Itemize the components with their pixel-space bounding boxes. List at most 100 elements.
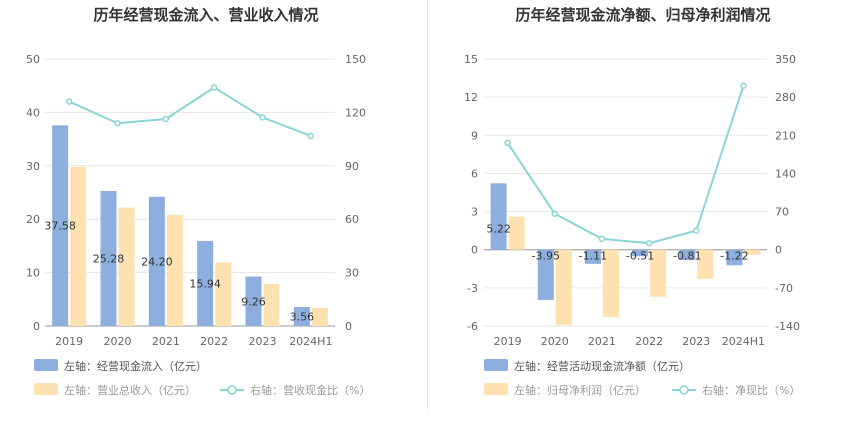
ratio-point [307, 132, 315, 140]
primary-bar [679, 249, 696, 261]
x-axis-tick-label: 2019 [55, 335, 83, 348]
primary-bar [245, 276, 262, 326]
left-axis-tick-label: 10 [26, 267, 40, 280]
ratio-point [598, 235, 606, 243]
left-axis-tick-label: 12 [464, 91, 478, 104]
right-axis-tick-label: 0 [775, 244, 782, 257]
primary-bar [726, 249, 743, 266]
right-axis-tick-label: 70 [775, 206, 789, 219]
ratio-point [693, 227, 700, 234]
secondary-bar [70, 166, 87, 326]
bar-data-label: 3.56 [290, 310, 315, 323]
x-axis-tick-label: 2022 [635, 335, 663, 348]
legend-label: 右轴：净现比（%） [702, 383, 800, 397]
bar-data-label: 25.28 [93, 253, 125, 266]
ratio-point [162, 115, 170, 123]
secondary-bar [263, 283, 280, 326]
ratio-point [504, 139, 511, 147]
left-axis-tick-label: 15 [464, 53, 478, 66]
legend-label: 右轴：营收现金比（%） [250, 383, 370, 397]
secondary-bar [118, 207, 135, 326]
legend-label: 左轴：经营活动现金流净额（亿元） [514, 359, 690, 373]
legend-line-marker [679, 385, 689, 395]
secondary-bar [744, 249, 761, 255]
x-axis-tick-label: 2023 [682, 335, 710, 348]
legend-swatch [484, 359, 508, 371]
x-axis-tick-label: 2021 [588, 335, 616, 348]
panel-divider [427, 0, 428, 410]
primary-bar [490, 183, 507, 250]
bar-data-label: -1.22 [720, 250, 748, 263]
x-axis-tick-label: 2020 [541, 335, 569, 348]
primary-bar [584, 249, 601, 264]
bar-data-label: -3.95 [532, 250, 560, 263]
left-axis-tick-label: 3 [471, 206, 478, 219]
primary-bar [100, 191, 117, 326]
bar-data-label: -0.81 [673, 250, 701, 263]
ratio-point [259, 114, 266, 121]
primary-bar [293, 306, 310, 326]
bar-data-label: 9.26 [241, 295, 266, 308]
bar-data-label: -1.11 [579, 250, 607, 263]
primary-bar [52, 125, 69, 326]
x-axis-tick-label: 2023 [249, 335, 277, 348]
chart-title: 历年经营现金流入、营业收入情况 [93, 6, 318, 24]
primary-bar [632, 249, 649, 257]
left-axis-tick-label: 6 [471, 167, 478, 180]
secondary-bar [602, 249, 619, 318]
ratio-point [65, 98, 73, 105]
legend-swatch [34, 359, 58, 371]
bar-data-label: 5.22 [486, 223, 511, 236]
ratio-point [551, 210, 558, 218]
legend-line-marker [227, 385, 237, 395]
ratio-line [68, 86, 312, 137]
legend-swatch [34, 383, 58, 395]
left-axis-tick-label: 50 [26, 53, 40, 66]
ratio-point [210, 84, 218, 91]
right-axis-tick-label: 350 [775, 53, 796, 66]
secondary-bar [697, 249, 714, 279]
secondary-bar [311, 307, 328, 326]
x-axis-tick-label: 2024H1 [722, 335, 765, 348]
left-axis-tick-label: -3 [467, 282, 478, 295]
left-axis-tick-label: 9 [471, 129, 478, 142]
right-axis-tick-label: 150 [345, 53, 366, 66]
bar-data-label: 24.20 [141, 255, 173, 268]
secondary-bar [508, 216, 525, 250]
primary-bar [148, 196, 165, 326]
legend-label: 左轴：经营现金流入（亿元） [64, 359, 207, 373]
primary-bar [537, 249, 554, 300]
right-axis-tick-label: 0 [345, 320, 352, 333]
legend-label: 左轴：归母净利润（亿元） [514, 383, 646, 397]
ratio-line [506, 85, 745, 245]
secondary-bar [215, 262, 232, 326]
right-axis-tick-label: 280 [775, 91, 796, 104]
right-axis-tick-label: 90 [345, 160, 359, 173]
ratio-point [114, 120, 121, 127]
right-axis-tick-label: 60 [345, 213, 359, 226]
left-axis-tick-label: 40 [26, 106, 40, 119]
secondary-bar [555, 249, 572, 325]
x-axis-tick-label: 2019 [494, 335, 522, 348]
x-axis-tick-label: 2022 [200, 335, 228, 348]
secondary-bar [650, 249, 667, 297]
right-axis-tick-label: 30 [345, 267, 359, 280]
legend-swatch [484, 383, 508, 395]
secondary-bar [166, 214, 183, 326]
left-axis-tick-label: -6 [467, 320, 478, 333]
left-axis-tick-label: 0 [33, 320, 40, 333]
x-axis-tick-label: 2024H1 [289, 335, 332, 348]
right-axis-tick-label: 120 [345, 106, 366, 119]
right-axis-tick-label: -70 [775, 282, 793, 295]
bar-data-label: -0.51 [626, 250, 654, 263]
x-axis-tick-label: 2021 [152, 335, 180, 348]
right-axis-tick-label: 140 [775, 167, 796, 180]
right-axis-tick-label: 210 [775, 129, 796, 142]
bar-data-label: 15.94 [189, 277, 221, 290]
left-axis-tick-label: 0 [471, 244, 478, 257]
ratio-point [740, 82, 747, 89]
legend-label: 左轴：营业总收入（亿元） [64, 383, 196, 397]
bar-data-label: 37.58 [44, 220, 76, 233]
primary-bar [197, 240, 214, 326]
